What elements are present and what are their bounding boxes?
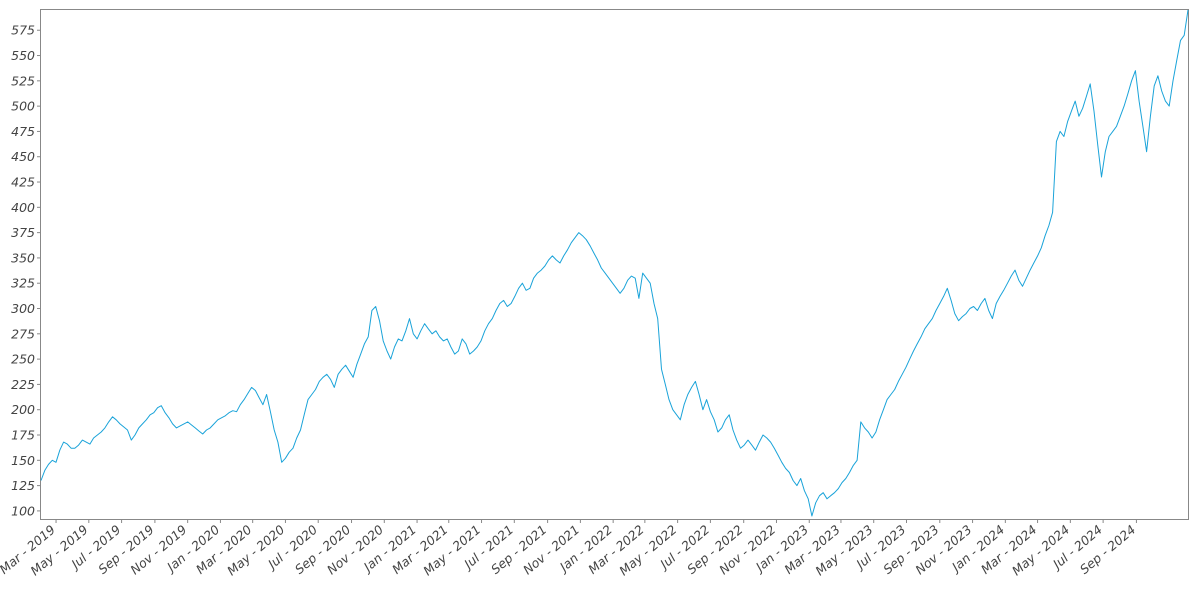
y-tick-label: 375 [11,225,35,240]
y-tick-label: 325 [11,276,35,291]
y-tick-label: 250 [11,352,35,367]
y-tick-label: 425 [11,175,35,190]
y-tick-label: 350 [11,250,35,265]
y-tick-label: 400 [11,200,35,215]
y-tick-label: 150 [11,453,35,468]
y-tick-label: 575 [11,23,35,38]
y-tick-label: 500 [11,99,35,114]
y-tick-label: 525 [11,73,35,88]
y-tick-label: 275 [11,326,35,341]
y-tick-label: 550 [11,48,35,63]
plot-area [40,9,1189,520]
y-tick-label: 200 [11,402,35,417]
y-tick-label: 100 [11,503,35,518]
y-tick-label: 225 [11,377,35,392]
y-tick-label: 125 [11,478,35,493]
y-tick-label: 300 [11,301,35,316]
y-tick-label: 450 [11,149,35,164]
y-tick-label: 475 [11,124,35,139]
y-axis: 100 125 150 175 200 225 250 275 300 325 350 375 400 4… [11,23,41,518]
price-line-series [40,9,1189,517]
y-tick-label: 175 [11,428,35,443]
